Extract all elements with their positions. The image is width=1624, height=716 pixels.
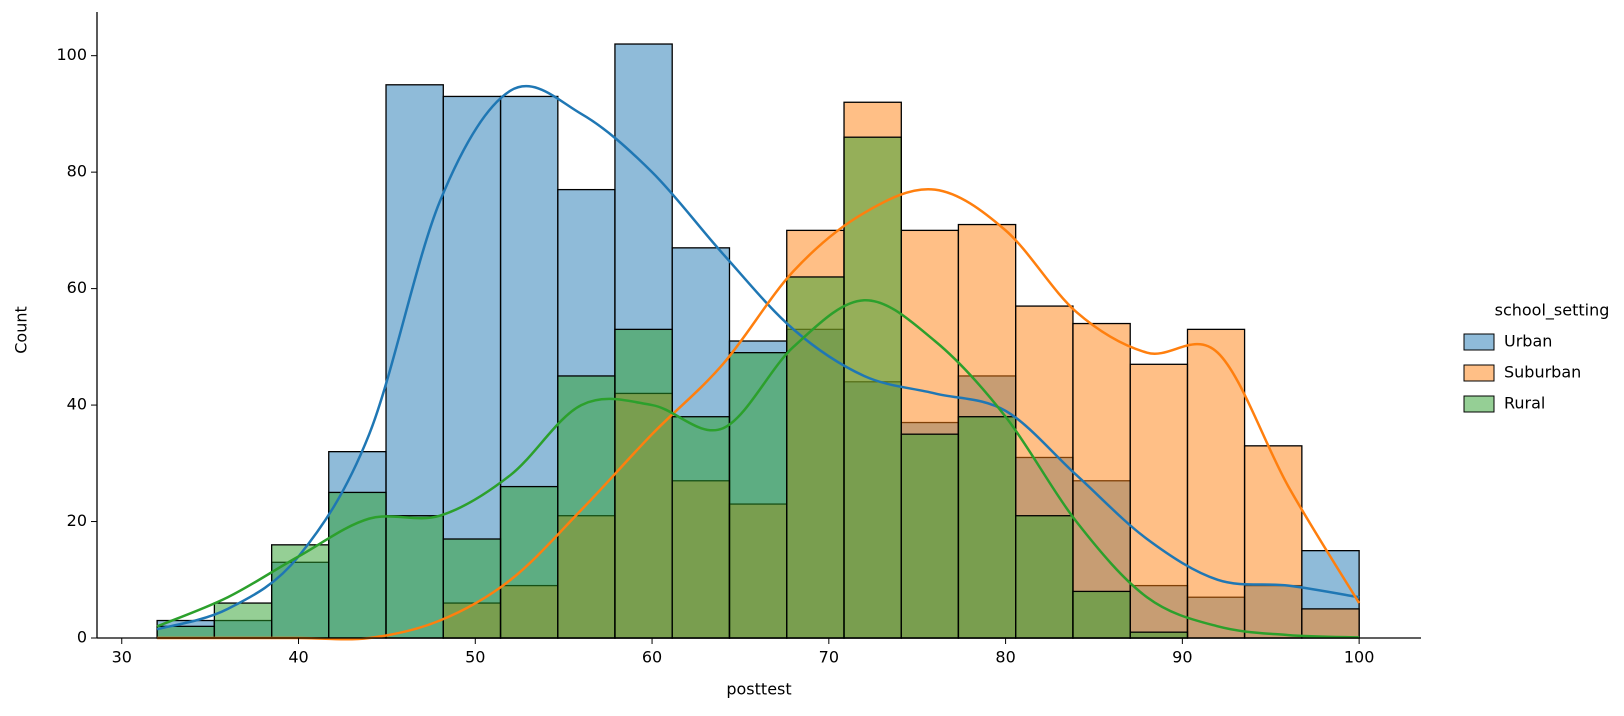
x-axis-label: posttest <box>726 680 791 699</box>
legend-swatch <box>1463 333 1495 351</box>
bar <box>1129 363 1189 639</box>
bar <box>843 136 902 639</box>
bar <box>557 375 616 639</box>
bar <box>728 352 788 639</box>
x-tick-label: 90 <box>1172 648 1192 667</box>
bar <box>1186 328 1246 639</box>
bar <box>270 544 330 639</box>
bar <box>1129 631 1189 639</box>
x-tick-label: 40 <box>288 648 308 667</box>
bar <box>385 515 444 639</box>
bar <box>957 416 1017 639</box>
legend-swatch <box>1463 364 1495 382</box>
bar <box>1015 515 1074 639</box>
y-tick-label: 0 <box>77 628 87 647</box>
x-tick-label: 30 <box>112 648 132 667</box>
bar <box>1301 608 1360 639</box>
y-tick-label: 100 <box>56 45 87 64</box>
legend-label: Urban <box>1504 332 1552 351</box>
bar <box>1072 590 1131 639</box>
bar <box>900 433 960 639</box>
x-tick-label: 50 <box>465 648 485 667</box>
x-tick-label: 100 <box>1344 648 1375 667</box>
y-tick-label: 60 <box>67 278 87 297</box>
bar <box>671 416 731 639</box>
legend-title: school_setting <box>1495 301 1610 321</box>
bar <box>442 538 502 639</box>
x-tick-label: 60 <box>642 648 662 667</box>
bar <box>213 602 273 639</box>
y-tick-label: 20 <box>67 511 87 530</box>
y-tick-label: 80 <box>67 162 87 181</box>
bar <box>614 328 673 639</box>
bar <box>328 491 387 639</box>
legend-swatch <box>1463 395 1495 413</box>
x-tick-label: 80 <box>995 648 1015 667</box>
kde-line <box>156 298 1360 639</box>
y-axis-label: Count <box>12 306 31 354</box>
x-tick-label: 70 <box>819 648 839 667</box>
bar <box>786 276 845 639</box>
y-tick-label: 40 <box>67 395 87 414</box>
bar <box>1243 445 1303 639</box>
legend-label: Rural <box>1504 394 1545 413</box>
kde-line <box>156 84 1360 631</box>
legend-label: Suburban <box>1504 363 1581 382</box>
